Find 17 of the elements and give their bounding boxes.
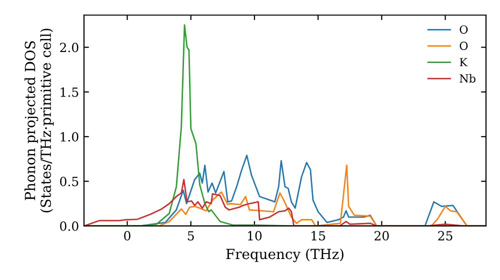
legend-label: O [460, 42, 468, 50]
x-tick-label: 0 [124, 231, 130, 240]
legend-label: K [460, 58, 468, 66]
y-tick-label: 1.0 [60, 132, 78, 142]
x-tick-label: 20 [374, 231, 389, 240]
y-tick-label: 2.0 [60, 42, 78, 52]
y-tick-label: 0.0 [60, 221, 78, 231]
x-axis-title: Frequency (THz) [226, 248, 344, 262]
y-tick-label: 1.5 [60, 87, 78, 97]
x-tick-label: 5 [188, 231, 194, 240]
y-axis-title: Phonon projected DOS (States/THz·primitive cell) [24, 28, 54, 212]
y-tick-label: 0.5 [60, 176, 78, 186]
x-tick-label: 15 [312, 231, 326, 240]
x-tick-label: 25 [438, 231, 452, 240]
legend-label: Nb [460, 74, 476, 83]
legend-label: O [460, 25, 468, 34]
x-tick-label: 10 [248, 231, 262, 240]
